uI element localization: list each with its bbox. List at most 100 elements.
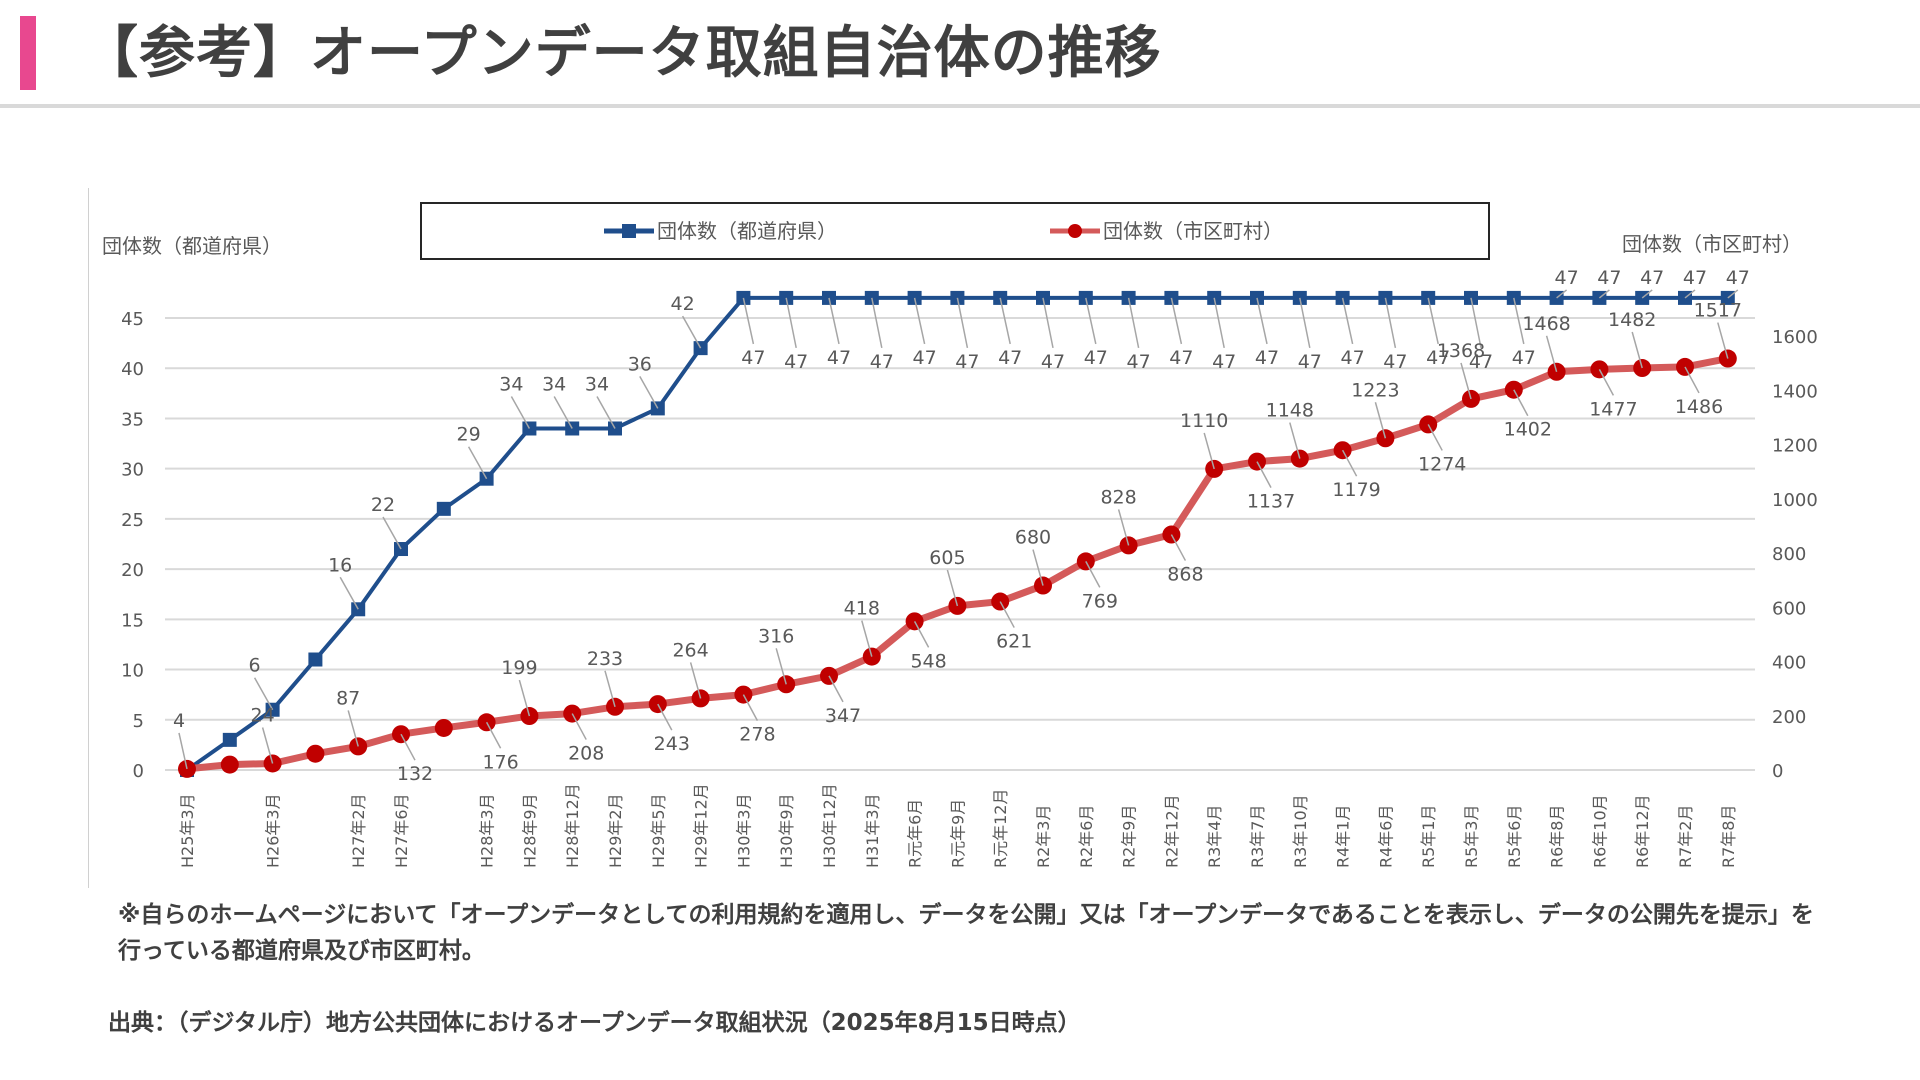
x-category-label: R7年2月	[1676, 805, 1695, 868]
y-left-tick-label: 40	[121, 359, 144, 380]
data-label-leader-line	[485, 721, 502, 749]
x-category-label: H28年3月	[478, 793, 497, 868]
title-accent-bar	[20, 16, 36, 90]
x-category-label: H30年12月	[820, 783, 839, 868]
data-label-leader-line	[1256, 297, 1268, 345]
data-label-prefecture: 16	[328, 554, 352, 576]
legend-label-prefecture: 団体数（都道府県）	[657, 219, 837, 243]
y-left-tick-label: 35	[121, 409, 144, 430]
data-label-leader-line	[689, 662, 702, 699]
data-label-leader-line	[1598, 289, 1610, 299]
data-label-leader-line	[785, 297, 797, 349]
data-label-prefecture: 47	[1298, 351, 1322, 373]
marker-prefecture	[222, 732, 237, 747]
data-label-prefecture: 47	[1041, 351, 1065, 373]
data-label-prefecture: 47	[784, 351, 808, 373]
data-label-leader-line	[1127, 297, 1140, 349]
y-left-tick-label: 10	[121, 661, 144, 682]
y-right-tick-label: 1400	[1772, 381, 1818, 402]
data-label-municipality: 1468	[1522, 313, 1570, 335]
data-label-prefecture: 36	[628, 353, 652, 375]
data-label-leader-line	[828, 675, 844, 703]
legend-marker-circle-icon	[1068, 224, 1082, 238]
data-label-leader-line	[1203, 432, 1215, 470]
x-category-label: R2年6月	[1077, 805, 1096, 868]
x-category-label: R元年12月	[991, 789, 1010, 868]
x-category-label: H29年2月	[606, 793, 625, 868]
x-category-label: R3年7月	[1248, 805, 1267, 868]
y-right-tick-label: 1000	[1772, 490, 1818, 511]
data-label-municipality: 278	[739, 724, 775, 746]
data-label-leader-line	[742, 297, 755, 345]
data-label-leader-line	[1117, 509, 1130, 546]
y-left-tick-label: 20	[121, 560, 144, 581]
x-category-label: R6年12月	[1633, 794, 1652, 868]
y-right-tick-label: 600	[1772, 598, 1806, 619]
data-label-leader-line	[1641, 289, 1653, 299]
y-axis-right-title: 団体数（市区町村）	[1622, 232, 1802, 256]
data-label-leader-line	[339, 576, 359, 610]
data-label-leader-line	[382, 516, 402, 550]
data-label-prefecture: 29	[457, 424, 481, 446]
data-label-prefecture: 47	[913, 347, 937, 369]
data-label-leader-line	[775, 648, 787, 685]
data-label-leader-line	[1727, 289, 1739, 299]
data-label-prefecture: 6	[249, 655, 261, 677]
data-label-leader-line	[1545, 335, 1558, 373]
x-category-label: R6年10月	[1590, 794, 1609, 868]
data-label-municipality: 621	[996, 631, 1032, 653]
marker-prefecture	[308, 652, 323, 667]
x-category-label: R5年1月	[1419, 805, 1438, 868]
data-label-prefecture: 47	[1597, 267, 1621, 289]
data-label-municipality: 1368	[1437, 340, 1485, 362]
data-label-municipality: 680	[1015, 527, 1051, 549]
data-label-leader-line	[1256, 461, 1272, 488]
x-category-label: H30年9月	[777, 793, 796, 868]
data-label-leader-line	[518, 679, 531, 717]
data-label-municipality: 1148	[1266, 400, 1314, 422]
legend-marker-square-icon	[622, 224, 636, 238]
data-label-municipality: 1486	[1675, 396, 1723, 418]
data-label-municipality: 769	[1082, 590, 1118, 612]
data-label-leader-line	[1032, 549, 1044, 586]
data-label-leader-line	[1598, 369, 1615, 396]
data-label-municipality: 1137	[1247, 491, 1295, 513]
x-category-label: H29年12月	[692, 783, 711, 868]
data-label-leader-line	[742, 694, 759, 721]
data-label-leader-line	[347, 710, 359, 747]
marker-municipality	[306, 744, 325, 763]
data-label-prefecture: 47	[1469, 351, 1493, 373]
data-label-leader-line	[913, 297, 926, 345]
data-label-prefecture: 34	[542, 373, 566, 395]
data-label-prefecture: 47	[1726, 267, 1750, 289]
data-label-leader-line	[1170, 297, 1183, 345]
y-axis-right-ticks: 0 200 400 600 800 1000 1200 1400 1600	[1772, 327, 1818, 782]
data-label-leader-line	[1085, 297, 1097, 345]
x-category-label: R4年1月	[1334, 805, 1353, 868]
data-label-prefecture: 47	[1640, 267, 1664, 289]
data-label-leader-line	[1427, 297, 1439, 345]
data-label-municipality: 548	[910, 650, 946, 672]
data-label-municipality: 828	[1100, 486, 1136, 508]
legend: 団体数（都道府県） 団体数（市区町村）	[420, 202, 1490, 260]
x-category-label: R4年6月	[1376, 805, 1395, 868]
x-category-label: R元年6月	[906, 799, 925, 868]
data-label-municipality: 176	[482, 751, 518, 773]
data-label-prefecture: 47	[1383, 351, 1407, 373]
data-label-prefecture: 34	[499, 373, 523, 395]
y-axis-left-title: 団体数（都道府県）	[102, 234, 282, 258]
data-label-leader-line	[871, 297, 883, 349]
data-label-leader-line	[596, 396, 616, 429]
data-label-leader-line	[1299, 297, 1311, 349]
data-label-leader-line	[861, 620, 873, 657]
data-label-leader-line	[1170, 534, 1187, 561]
chart-left-border	[88, 188, 89, 888]
marker-prefecture	[436, 501, 451, 516]
x-category-label: R2年9月	[1120, 805, 1139, 868]
x-category-label: H25年3月	[178, 793, 197, 868]
data-label-leader-line	[1631, 331, 1643, 369]
data-label-prefecture: 47	[741, 347, 765, 369]
data-label-municipality: 1223	[1351, 379, 1399, 401]
data-label-prefecture: 47	[1255, 347, 1279, 369]
y-left-tick-label: 25	[121, 510, 144, 531]
